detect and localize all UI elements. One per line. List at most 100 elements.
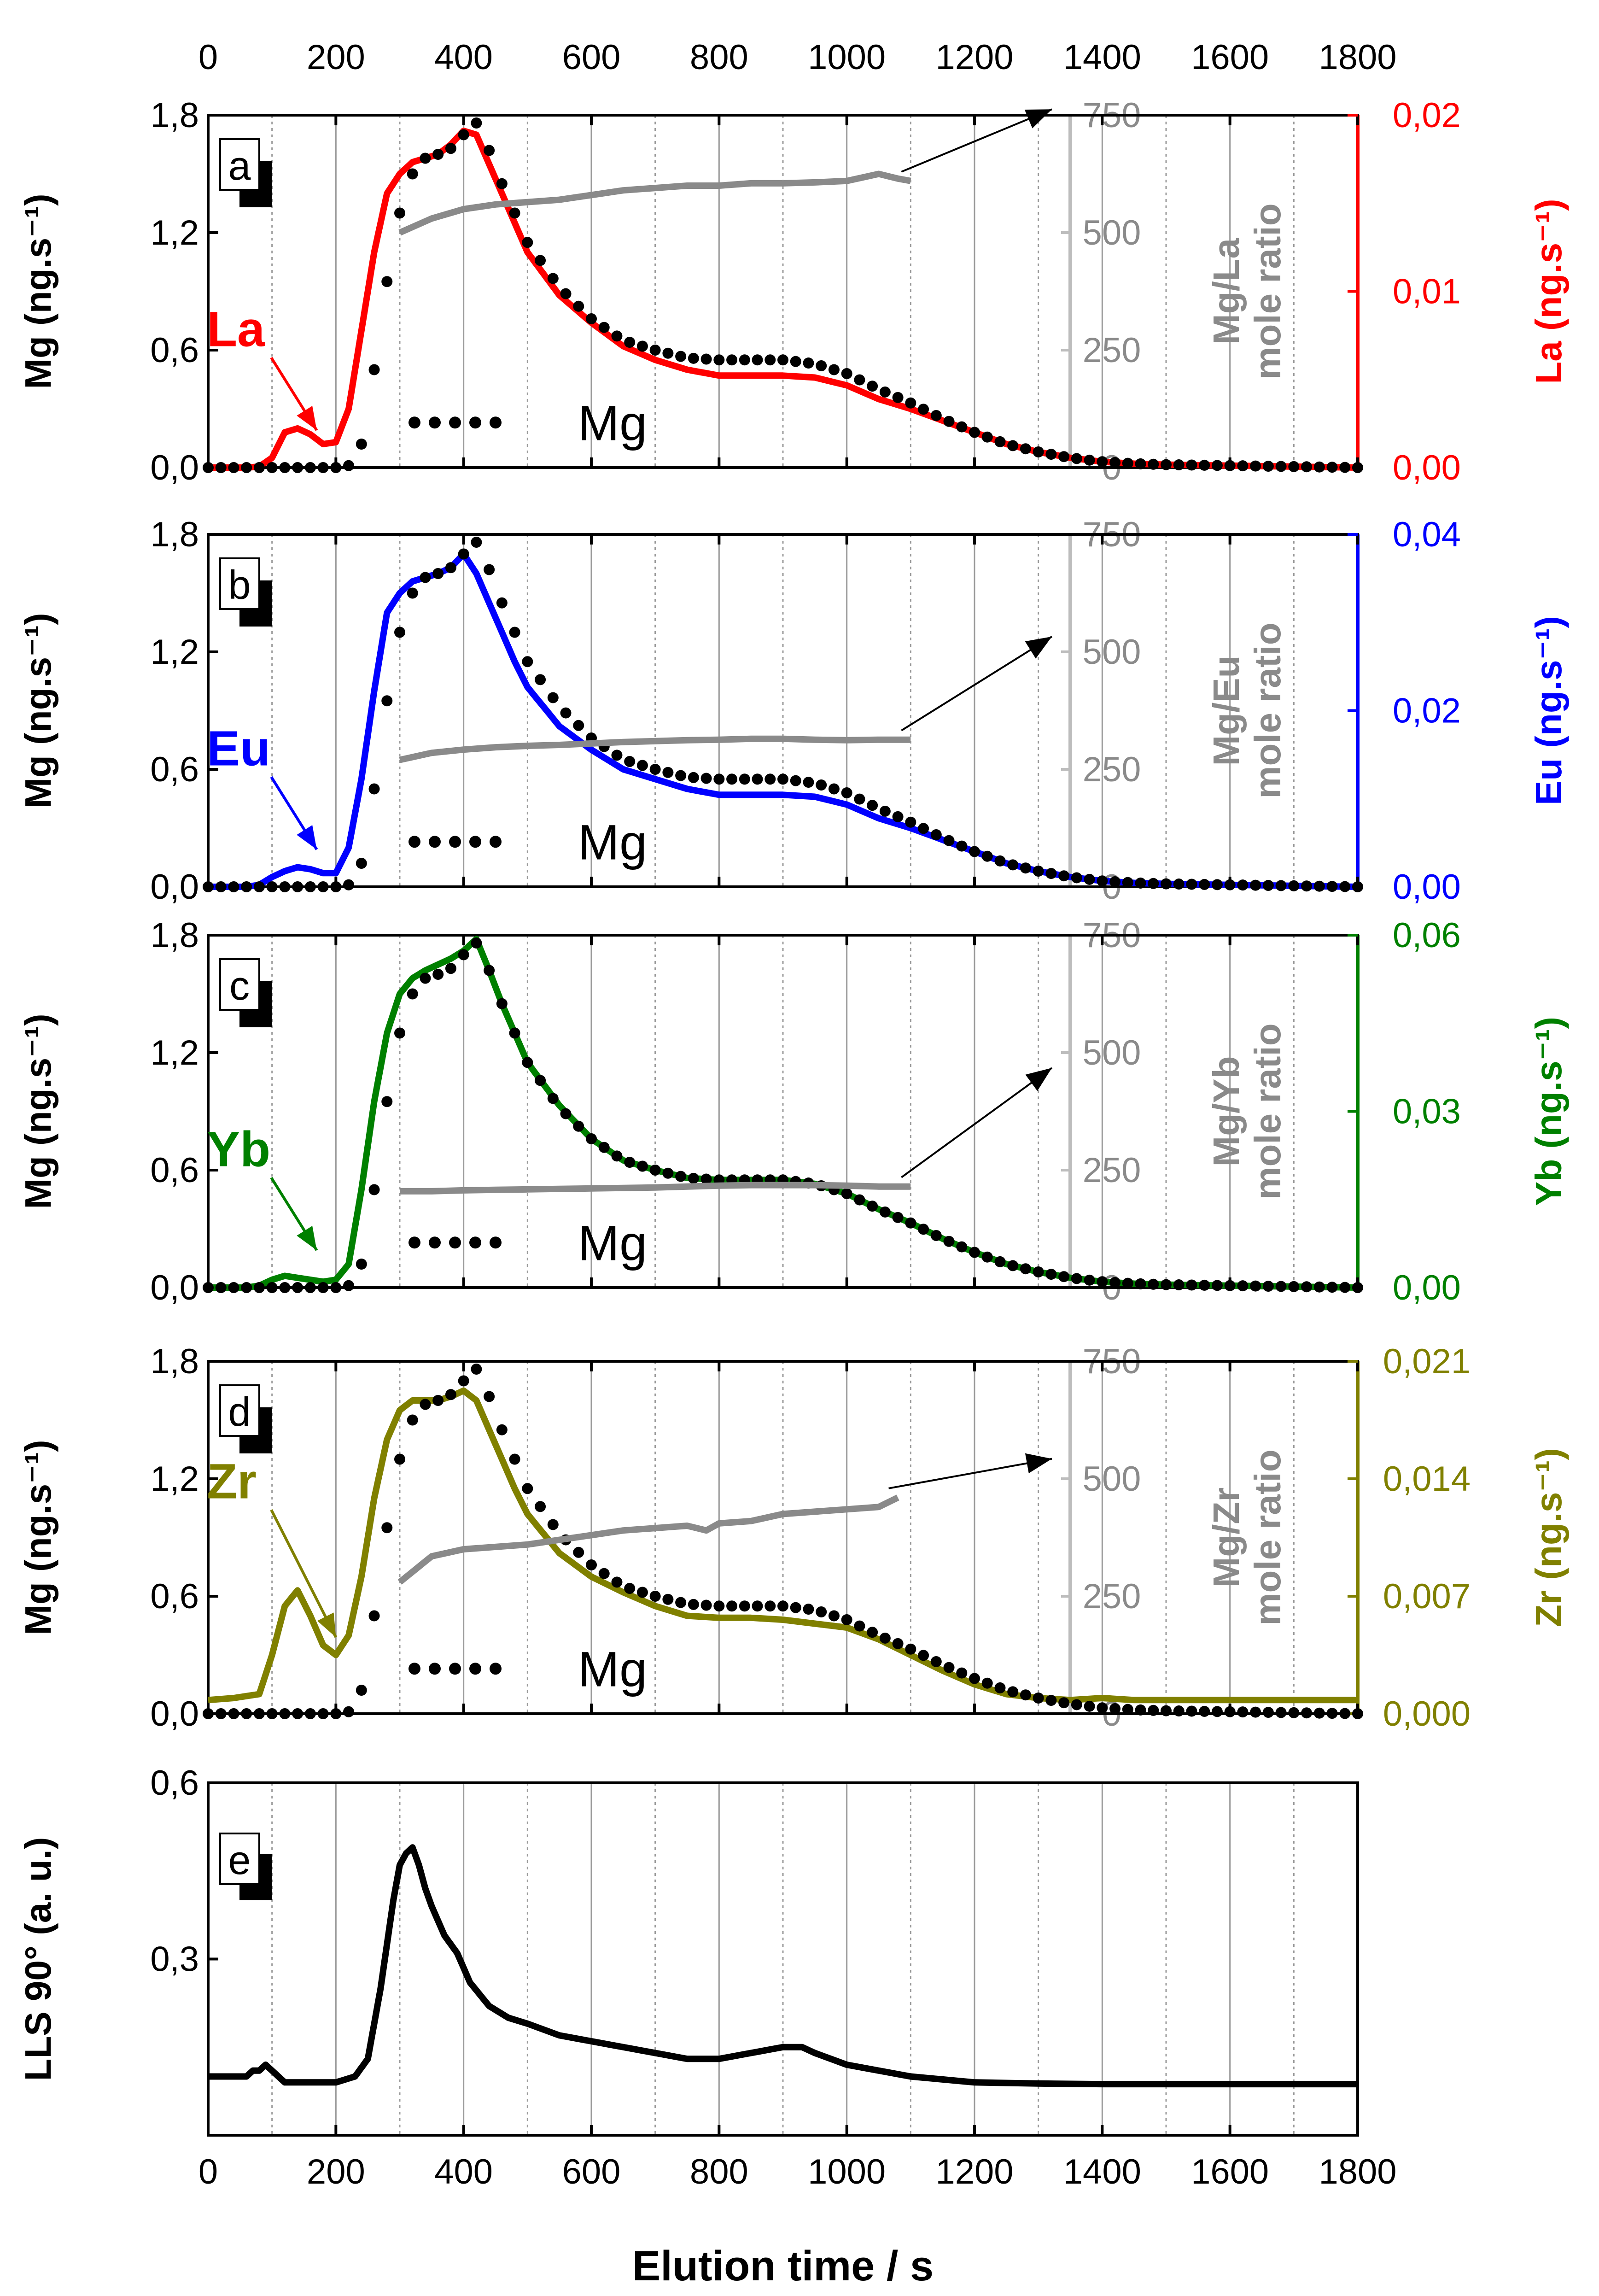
mg-data-point [356, 1259, 367, 1270]
mg-data-point [636, 340, 648, 352]
mg-data-point [1224, 879, 1236, 890]
top-x-tick-label: 1200 [935, 38, 1013, 77]
mg-data-point [1122, 457, 1133, 469]
mg-data-point [1352, 462, 1363, 473]
mg-data-point [930, 829, 942, 840]
mg-data-point [611, 750, 623, 761]
mg-data-point [1250, 879, 1261, 891]
x-tick-label: 1000 [808, 2152, 886, 2191]
element-series-line [208, 936, 1358, 1291]
mg-data-point [343, 1706, 355, 1717]
mg-data-point [292, 1708, 303, 1719]
mg-data-point [1288, 1281, 1300, 1292]
mg-data-point [317, 1282, 329, 1293]
mg-data-point [611, 330, 623, 342]
mg-data-point [203, 1282, 214, 1293]
mg-data-point [624, 756, 636, 767]
mg-data-point [547, 1519, 559, 1530]
mg-legend-dot [469, 416, 481, 429]
ratio-axis-title: Mg/Lamole ratio [1206, 203, 1288, 379]
ratio-tick-label: 250 [1083, 1151, 1141, 1190]
x-tick-label: 0 [198, 2152, 218, 2191]
mg-data-point [471, 537, 482, 548]
mg-data-point [304, 1282, 316, 1293]
y-tick-label: 0,0 [150, 1694, 199, 1734]
mg-data-point [1352, 1708, 1363, 1719]
top-x-tick-label: 1600 [1191, 38, 1269, 77]
mg-data-point [535, 255, 546, 266]
mg-data-point [496, 597, 508, 609]
panel-label-box [219, 1833, 260, 1885]
mg-legend-dot [490, 1663, 502, 1675]
ratio-series-line [398, 170, 911, 236]
mg-data-point [547, 1093, 559, 1104]
mg-data-point [1199, 1705, 1210, 1717]
mg-legend-dot [449, 1663, 461, 1675]
y-tick-label: 0,0 [150, 1268, 199, 1307]
mg-data-point [892, 392, 904, 403]
mg-data-point [1033, 446, 1044, 457]
ratio-axis-title: Mg/Zrmole ratio [1206, 1449, 1288, 1625]
mg-legend-label: Mg [578, 1215, 647, 1271]
mg-data-point [458, 1375, 469, 1387]
mg-data-point [1007, 440, 1019, 451]
x-tick-label: 600 [562, 2152, 621, 2191]
mg-data-point [662, 767, 674, 778]
mg-data-point [1199, 1279, 1210, 1291]
mg-data-point [1161, 459, 1172, 470]
mg-data-point [943, 1236, 955, 1247]
mg-data-point [969, 846, 980, 857]
mg-data-point [867, 800, 878, 811]
mg-data-point [394, 1027, 405, 1039]
mg-data-point [1339, 1282, 1351, 1293]
mg-data-point [1058, 451, 1070, 463]
mg-data-point [713, 1600, 725, 1612]
ratio-tick-label: 250 [1083, 750, 1141, 789]
mg-data-point [228, 1282, 239, 1293]
mg-data-point [1173, 459, 1185, 471]
mg-data-point [573, 300, 584, 312]
mg-data-point [343, 879, 355, 890]
mg-data-point [828, 1610, 840, 1622]
mg-legend-label: Mg [578, 814, 647, 870]
mg-data-point [509, 627, 520, 638]
y2-tick-label: 0,02 [1393, 96, 1461, 135]
mg-data-point [816, 1606, 827, 1617]
mg-data-point [790, 775, 801, 786]
mg-data-point [828, 364, 840, 375]
mg-data-point [1313, 1707, 1325, 1719]
ratio-axis-title: Mg/Ybmole ratio [1206, 1023, 1288, 1199]
mg-data-point [1020, 862, 1031, 874]
mg-data-point [803, 1604, 814, 1615]
element-label: Eu [207, 720, 270, 776]
mg-data-point [292, 462, 303, 473]
mg-data-point [624, 337, 636, 348]
y-tick-label: 0,6 [150, 1763, 199, 1803]
mg-data-point [266, 1708, 278, 1719]
mg-data-point [522, 237, 533, 248]
x-tick-label: 200 [307, 2152, 365, 2191]
mg-data-point [560, 707, 572, 719]
mg-data-point [535, 674, 546, 685]
mg-data-point [700, 1599, 712, 1611]
ratio-arrow-line [888, 1458, 1052, 1489]
mg-data-point [445, 963, 456, 974]
mg-data-point [343, 1280, 355, 1291]
ratio-tick-label: 250 [1083, 331, 1141, 370]
mg-data-point [764, 354, 776, 366]
mg-data-point [1071, 872, 1082, 884]
mg-data-point [1326, 881, 1338, 892]
mg-data-point [1275, 1707, 1287, 1718]
mg-data-point [867, 1627, 878, 1638]
y2-axis-title: Yb (ng.s⁻¹) [1528, 1017, 1569, 1206]
top-x-tick-label: 0 [198, 38, 218, 77]
mg-data-point [420, 572, 431, 583]
mg-data-point [1148, 458, 1159, 470]
mg-data-point [688, 1172, 699, 1184]
mg-data-point [432, 149, 444, 160]
mg-data-point [1033, 866, 1044, 877]
mg-legend-dot [409, 1236, 420, 1249]
mg-data-point [879, 1632, 891, 1644]
